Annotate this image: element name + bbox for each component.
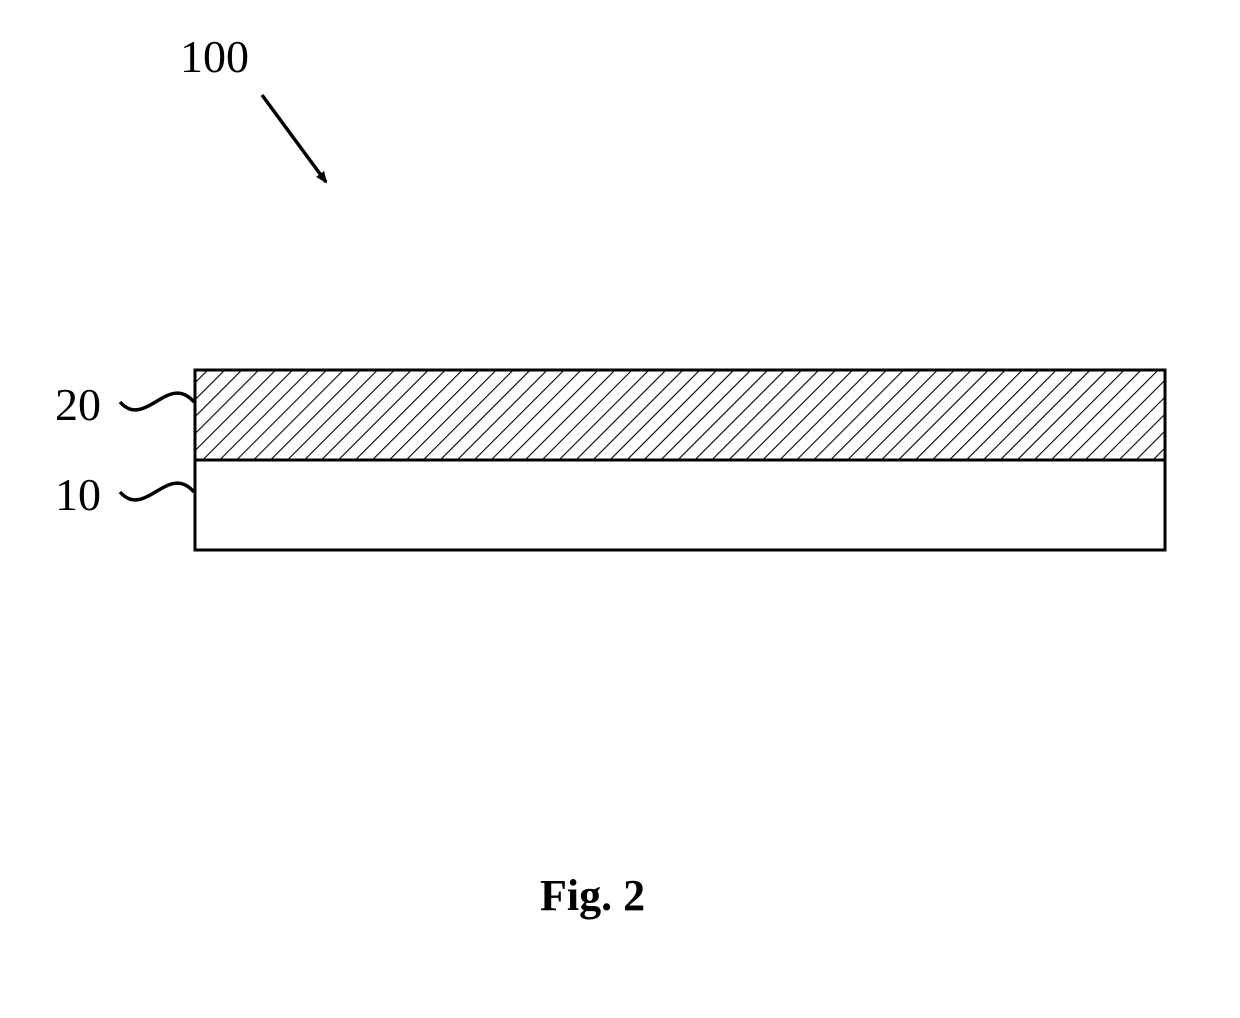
figure-caption: Fig. 2 [540, 870, 645, 921]
layer-bottom [195, 460, 1165, 550]
reference-label-10: 10 [55, 468, 101, 521]
reference-label-100: 100 [180, 30, 249, 83]
lead-line-20 [120, 393, 194, 410]
lead-line-10 [120, 483, 194, 500]
layer-top [195, 370, 1165, 460]
reference-arrow-100 [262, 95, 326, 182]
reference-label-20: 20 [55, 378, 101, 431]
patent-figure-diagram: 100 20 10 Fig. 2 [0, 0, 1240, 1018]
diagram-svg [0, 0, 1240, 1018]
